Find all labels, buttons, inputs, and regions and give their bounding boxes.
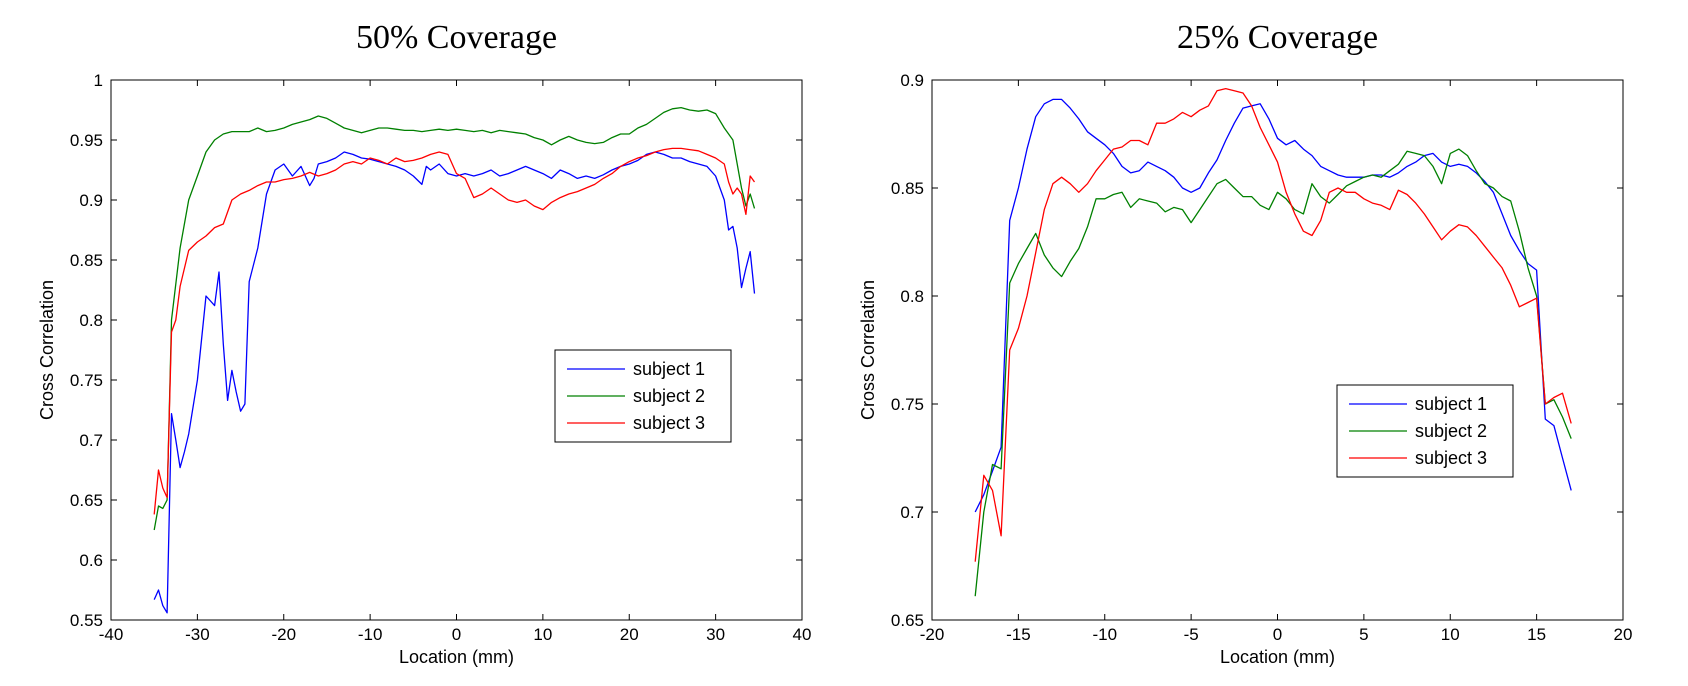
legend-label-subject-1: subject 1 (1415, 394, 1487, 414)
y-tick-label: 0.95 (70, 131, 103, 150)
y-tick-label: 0.75 (891, 395, 924, 414)
legend-label-subject-1: subject 1 (633, 359, 705, 379)
series-line-subject-3 (974, 87, 1572, 562)
x-tick-label: -20 (271, 625, 296, 644)
chart-title: 25% Coverage (1177, 19, 1378, 56)
legend-label-subject-3: subject 3 (1415, 448, 1487, 468)
x-tick-label: 10 (1441, 625, 1460, 644)
y-tick-label: 0.8 (79, 311, 103, 330)
legend-label-subject-3: subject 3 (633, 413, 705, 433)
x-tick-label: -40 (99, 625, 124, 644)
series-line-subject-2 (153, 106, 756, 531)
x-tick-label: 20 (1614, 625, 1633, 644)
legend: subject 1 subject 2 subject 3 (554, 349, 732, 443)
x-tick-label: -20 (920, 625, 945, 644)
chart-title: 50% Coverage (356, 19, 557, 56)
y-tick-label: 0.85 (891, 179, 924, 198)
y-axis-label: Cross Correlation (858, 280, 878, 420)
y-tick-label: 0.9 (900, 71, 924, 90)
chart-panel-2: 25% Coverage -20 -15 -10 -5 0 5 10 15 20 0.65 0.7 0.… (858, 19, 1632, 667)
series-line-subject-1 (974, 98, 1572, 513)
x-tick-label: 40 (793, 625, 812, 644)
x-tick-label: -10 (358, 625, 383, 644)
x-axis-label: Location (mm) (1220, 647, 1335, 667)
y-tick-label: 0.8 (900, 287, 924, 306)
x-tick-label: 5 (1359, 625, 1368, 644)
x-tick-label: -15 (1006, 625, 1031, 644)
x-tick-label: -30 (185, 625, 210, 644)
x-tick-label: -5 (1184, 625, 1199, 644)
y-tick-label: 0.65 (70, 491, 103, 510)
x-tick-label: -10 (1092, 625, 1117, 644)
y-tick-label: 0.75 (70, 371, 103, 390)
chart-panel-1: 50% Coverage -40 -30 -20 -10 0 10 20 30 40 0.55 0.6… (37, 19, 811, 667)
series-line-subject-1 (153, 151, 756, 614)
x-tick-label: 30 (706, 625, 725, 644)
x-tick-label: 20 (620, 625, 639, 644)
x-axis-label: Location (mm) (399, 647, 514, 667)
y-axis-label: Cross Correlation (37, 280, 57, 420)
series-line-subject-3 (153, 147, 756, 515)
y-tick-label: 0.7 (900, 503, 924, 522)
y-tick-label: 0.6 (79, 551, 103, 570)
y-tick-label: 0.9 (79, 191, 103, 210)
x-tick-label: 0 (1273, 625, 1282, 644)
y-tick-label: 0.7 (79, 431, 103, 450)
legend-label-subject-2: subject 2 (633, 386, 705, 406)
legend: subject 1 subject 2 subject 3 (1336, 384, 1514, 478)
x-tick-label: 15 (1527, 625, 1546, 644)
y-tick-label: 0.85 (70, 251, 103, 270)
legend-label-subject-2: subject 2 (1415, 421, 1487, 441)
y-tick-label: 0.55 (70, 611, 103, 630)
y-tick-label: 0.65 (891, 611, 924, 630)
y-tick-label: 1 (94, 71, 103, 90)
series-line-subject-2 (974, 148, 1572, 597)
x-tick-label: 0 (452, 625, 461, 644)
x-tick-label: 10 (533, 625, 552, 644)
